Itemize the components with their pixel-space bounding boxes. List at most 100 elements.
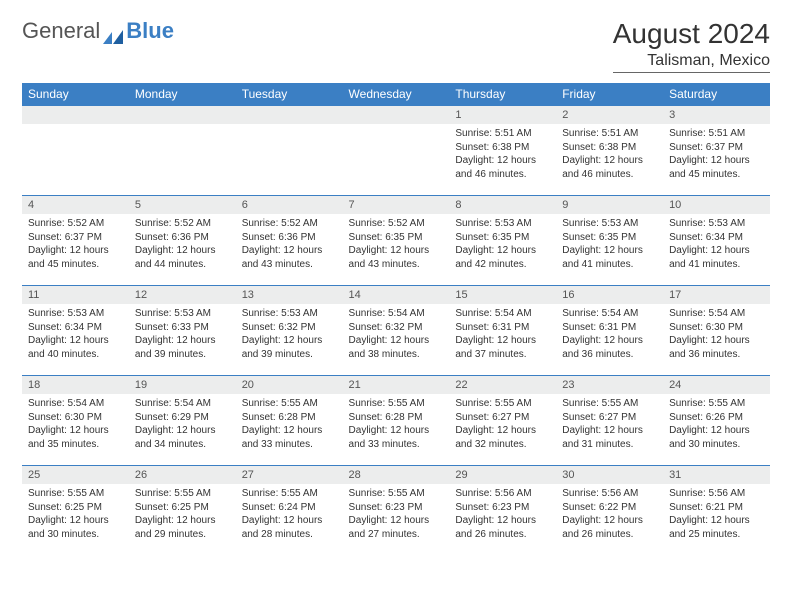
day-info: Sunrise: 5:55 AMSunset: 6:26 PMDaylight:… xyxy=(663,394,770,454)
day-number-empty xyxy=(129,106,236,124)
day-number: 19 xyxy=(129,376,236,394)
day-info: Sunrise: 5:56 AMSunset: 6:22 PMDaylight:… xyxy=(556,484,663,544)
day-info: Sunrise: 5:52 AMSunset: 6:36 PMDaylight:… xyxy=(129,214,236,274)
day-info: Sunrise: 5:54 AMSunset: 6:31 PMDaylight:… xyxy=(449,304,556,364)
day-info: Sunrise: 5:55 AMSunset: 6:24 PMDaylight:… xyxy=(236,484,343,544)
day-number: 5 xyxy=(129,196,236,214)
calendar-day-cell: 12Sunrise: 5:53 AMSunset: 6:33 PMDayligh… xyxy=(129,286,236,376)
day-info: Sunrise: 5:56 AMSunset: 6:21 PMDaylight:… xyxy=(663,484,770,544)
day-number: 3 xyxy=(663,106,770,124)
day-info: Sunrise: 5:53 AMSunset: 6:32 PMDaylight:… xyxy=(236,304,343,364)
day-number: 28 xyxy=(343,466,450,484)
logo-text-general: General xyxy=(22,18,100,44)
day-info: Sunrise: 5:51 AMSunset: 6:38 PMDaylight:… xyxy=(449,124,556,184)
day-number: 10 xyxy=(663,196,770,214)
calendar-day-cell: 23Sunrise: 5:55 AMSunset: 6:27 PMDayligh… xyxy=(556,376,663,466)
day-number: 16 xyxy=(556,286,663,304)
header: General Blue August 2024 Talisman, Mexic… xyxy=(22,18,770,73)
day-of-week-header: Friday xyxy=(556,83,663,106)
day-number: 8 xyxy=(449,196,556,214)
day-info: Sunrise: 5:53 AMSunset: 6:33 PMDaylight:… xyxy=(129,304,236,364)
day-number: 18 xyxy=(22,376,129,394)
calendar-day-cell: 13Sunrise: 5:53 AMSunset: 6:32 PMDayligh… xyxy=(236,286,343,376)
day-of-week-header: Tuesday xyxy=(236,83,343,106)
calendar-day-cell: 24Sunrise: 5:55 AMSunset: 6:26 PMDayligh… xyxy=(663,376,770,466)
day-number-empty xyxy=(343,106,450,124)
calendar-day-cell xyxy=(236,106,343,196)
day-number: 14 xyxy=(343,286,450,304)
calendar-day-cell: 15Sunrise: 5:54 AMSunset: 6:31 PMDayligh… xyxy=(449,286,556,376)
day-number: 31 xyxy=(663,466,770,484)
day-number: 26 xyxy=(129,466,236,484)
day-info: Sunrise: 5:55 AMSunset: 6:27 PMDaylight:… xyxy=(556,394,663,454)
day-number: 30 xyxy=(556,466,663,484)
day-info: Sunrise: 5:52 AMSunset: 6:36 PMDaylight:… xyxy=(236,214,343,274)
day-number: 11 xyxy=(22,286,129,304)
day-info: Sunrise: 5:53 AMSunset: 6:34 PMDaylight:… xyxy=(663,214,770,274)
logo-icon xyxy=(103,24,123,38)
day-number: 4 xyxy=(22,196,129,214)
day-info: Sunrise: 5:56 AMSunset: 6:23 PMDaylight:… xyxy=(449,484,556,544)
title-block: August 2024 Talisman, Mexico xyxy=(613,18,770,73)
day-number: 25 xyxy=(22,466,129,484)
calendar-day-cell: 16Sunrise: 5:54 AMSunset: 6:31 PMDayligh… xyxy=(556,286,663,376)
day-number: 24 xyxy=(663,376,770,394)
calendar-day-cell: 4Sunrise: 5:52 AMSunset: 6:37 PMDaylight… xyxy=(22,196,129,286)
day-number: 17 xyxy=(663,286,770,304)
day-number: 7 xyxy=(343,196,450,214)
calendar-day-cell xyxy=(129,106,236,196)
calendar-day-cell: 1Sunrise: 5:51 AMSunset: 6:38 PMDaylight… xyxy=(449,106,556,196)
day-info: Sunrise: 5:55 AMSunset: 6:28 PMDaylight:… xyxy=(343,394,450,454)
day-number: 6 xyxy=(236,196,343,214)
calendar-day-cell: 6Sunrise: 5:52 AMSunset: 6:36 PMDaylight… xyxy=(236,196,343,286)
day-of-week-header: Wednesday xyxy=(343,83,450,106)
day-number: 20 xyxy=(236,376,343,394)
page-title: August 2024 xyxy=(613,18,770,50)
day-number: 9 xyxy=(556,196,663,214)
calendar-day-cell: 3Sunrise: 5:51 AMSunset: 6:37 PMDaylight… xyxy=(663,106,770,196)
day-number: 23 xyxy=(556,376,663,394)
day-info: Sunrise: 5:55 AMSunset: 6:25 PMDaylight:… xyxy=(129,484,236,544)
day-of-week-header: Sunday xyxy=(22,83,129,106)
day-number: 15 xyxy=(449,286,556,304)
day-number: 12 xyxy=(129,286,236,304)
day-info: Sunrise: 5:54 AMSunset: 6:30 PMDaylight:… xyxy=(22,394,129,454)
day-number: 2 xyxy=(556,106,663,124)
day-of-week-header: Monday xyxy=(129,83,236,106)
calendar-day-cell: 2Sunrise: 5:51 AMSunset: 6:38 PMDaylight… xyxy=(556,106,663,196)
day-info: Sunrise: 5:54 AMSunset: 6:31 PMDaylight:… xyxy=(556,304,663,364)
day-info: Sunrise: 5:54 AMSunset: 6:32 PMDaylight:… xyxy=(343,304,450,364)
day-number: 21 xyxy=(343,376,450,394)
calendar-day-cell: 25Sunrise: 5:55 AMSunset: 6:25 PMDayligh… xyxy=(22,466,129,556)
day-info: Sunrise: 5:51 AMSunset: 6:37 PMDaylight:… xyxy=(663,124,770,184)
calendar-table: SundayMondayTuesdayWednesdayThursdayFrid… xyxy=(22,83,770,556)
day-info: Sunrise: 5:54 AMSunset: 6:29 PMDaylight:… xyxy=(129,394,236,454)
day-info: Sunrise: 5:55 AMSunset: 6:23 PMDaylight:… xyxy=(343,484,450,544)
day-number: 29 xyxy=(449,466,556,484)
calendar-week-row: 4Sunrise: 5:52 AMSunset: 6:37 PMDaylight… xyxy=(22,196,770,286)
calendar-week-row: 25Sunrise: 5:55 AMSunset: 6:25 PMDayligh… xyxy=(22,466,770,556)
calendar-day-cell: 21Sunrise: 5:55 AMSunset: 6:28 PMDayligh… xyxy=(343,376,450,466)
day-of-week-header: Saturday xyxy=(663,83,770,106)
calendar-day-cell: 20Sunrise: 5:55 AMSunset: 6:28 PMDayligh… xyxy=(236,376,343,466)
calendar-body: 1Sunrise: 5:51 AMSunset: 6:38 PMDaylight… xyxy=(22,106,770,556)
day-number: 1 xyxy=(449,106,556,124)
calendar-day-cell: 30Sunrise: 5:56 AMSunset: 6:22 PMDayligh… xyxy=(556,466,663,556)
day-number-empty xyxy=(236,106,343,124)
calendar-day-cell: 11Sunrise: 5:53 AMSunset: 6:34 PMDayligh… xyxy=(22,286,129,376)
calendar-day-cell: 26Sunrise: 5:55 AMSunset: 6:25 PMDayligh… xyxy=(129,466,236,556)
calendar-day-cell: 29Sunrise: 5:56 AMSunset: 6:23 PMDayligh… xyxy=(449,466,556,556)
calendar-day-cell: 22Sunrise: 5:55 AMSunset: 6:27 PMDayligh… xyxy=(449,376,556,466)
day-info: Sunrise: 5:54 AMSunset: 6:30 PMDaylight:… xyxy=(663,304,770,364)
calendar-day-cell: 31Sunrise: 5:56 AMSunset: 6:21 PMDayligh… xyxy=(663,466,770,556)
calendar-day-cell xyxy=(22,106,129,196)
day-of-week-header: Thursday xyxy=(449,83,556,106)
day-info: Sunrise: 5:51 AMSunset: 6:38 PMDaylight:… xyxy=(556,124,663,184)
day-number-empty xyxy=(22,106,129,124)
calendar-day-cell: 14Sunrise: 5:54 AMSunset: 6:32 PMDayligh… xyxy=(343,286,450,376)
calendar-week-row: 11Sunrise: 5:53 AMSunset: 6:34 PMDayligh… xyxy=(22,286,770,376)
day-info: Sunrise: 5:53 AMSunset: 6:35 PMDaylight:… xyxy=(449,214,556,274)
day-of-week-row: SundayMondayTuesdayWednesdayThursdayFrid… xyxy=(22,83,770,106)
logo-text-blue: Blue xyxy=(126,18,174,44)
day-number: 27 xyxy=(236,466,343,484)
